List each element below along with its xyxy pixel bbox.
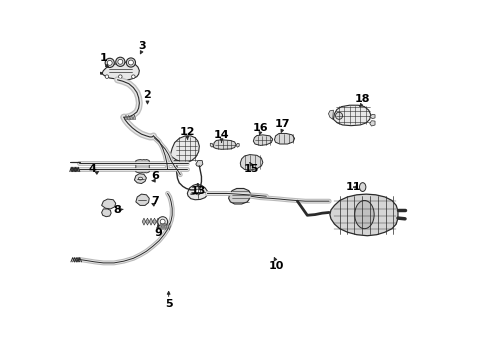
Circle shape <box>128 60 133 65</box>
Polygon shape <box>102 199 116 209</box>
Circle shape <box>116 57 124 66</box>
Polygon shape <box>329 194 397 236</box>
Text: 5: 5 <box>164 299 172 309</box>
Polygon shape <box>130 115 133 119</box>
Polygon shape <box>152 218 156 225</box>
Polygon shape <box>124 115 127 119</box>
Polygon shape <box>160 218 163 225</box>
Text: 2: 2 <box>143 90 151 100</box>
Text: 4: 4 <box>88 165 96 174</box>
Polygon shape <box>163 218 166 225</box>
Polygon shape <box>210 143 213 147</box>
Polygon shape <box>166 223 168 230</box>
Polygon shape <box>172 161 179 167</box>
Polygon shape <box>369 114 374 118</box>
Text: 14: 14 <box>213 130 229 140</box>
Polygon shape <box>149 218 152 225</box>
Text: 8: 8 <box>113 205 121 215</box>
Polygon shape <box>164 223 166 230</box>
Circle shape <box>118 75 122 78</box>
Circle shape <box>335 112 342 119</box>
Circle shape <box>118 59 122 64</box>
Polygon shape <box>240 154 263 170</box>
Circle shape <box>105 75 108 78</box>
Polygon shape <box>236 143 239 147</box>
Polygon shape <box>102 209 111 217</box>
Text: 13: 13 <box>190 186 205 196</box>
Polygon shape <box>228 189 250 204</box>
Circle shape <box>158 217 167 226</box>
Circle shape <box>107 60 112 66</box>
Polygon shape <box>333 105 370 126</box>
Text: 17: 17 <box>274 119 290 129</box>
Polygon shape <box>369 121 374 126</box>
Polygon shape <box>274 134 294 144</box>
Text: 11: 11 <box>346 182 361 192</box>
Polygon shape <box>162 223 164 230</box>
Text: 9: 9 <box>154 228 162 238</box>
Polygon shape <box>170 136 199 162</box>
Circle shape <box>126 58 135 67</box>
Polygon shape <box>156 218 160 225</box>
Text: 15: 15 <box>244 165 259 174</box>
Text: 12: 12 <box>179 127 195 138</box>
Polygon shape <box>136 159 149 173</box>
Text: 18: 18 <box>354 94 370 104</box>
Polygon shape <box>253 135 272 145</box>
Polygon shape <box>213 140 236 149</box>
Text: 1: 1 <box>99 53 107 63</box>
Ellipse shape <box>138 177 142 180</box>
Text: 10: 10 <box>268 261 284 271</box>
Polygon shape <box>187 184 207 200</box>
Polygon shape <box>160 223 162 230</box>
Text: 3: 3 <box>138 41 146 51</box>
Text: 7: 7 <box>151 196 159 206</box>
Polygon shape <box>168 223 170 230</box>
Polygon shape <box>145 218 149 225</box>
Polygon shape <box>133 115 136 119</box>
Polygon shape <box>134 174 146 184</box>
Text: 16: 16 <box>252 123 267 133</box>
Polygon shape <box>101 62 139 80</box>
Polygon shape <box>142 218 145 225</box>
Ellipse shape <box>354 201 373 229</box>
Polygon shape <box>127 115 130 119</box>
Polygon shape <box>195 161 203 167</box>
Text: 6: 6 <box>151 171 159 181</box>
Ellipse shape <box>359 183 365 192</box>
Circle shape <box>160 219 165 224</box>
Circle shape <box>195 189 201 195</box>
Circle shape <box>105 58 114 67</box>
Polygon shape <box>328 110 333 119</box>
Polygon shape <box>136 194 149 206</box>
Circle shape <box>131 75 135 78</box>
